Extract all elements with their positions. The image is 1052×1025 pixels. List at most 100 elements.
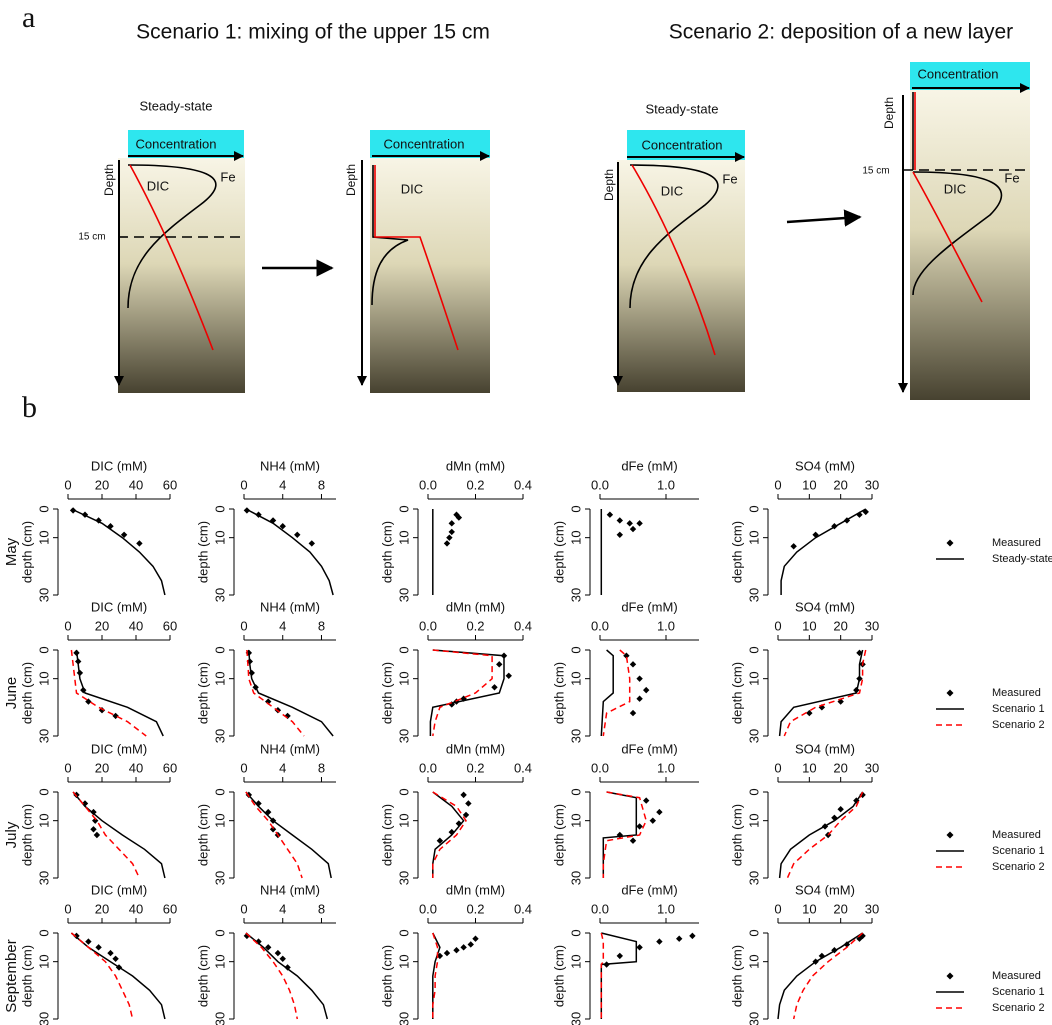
y-tick-label: 0 xyxy=(212,505,227,512)
x-axis-title: dFe (mM) xyxy=(621,882,677,897)
x-tick-label: 20 xyxy=(95,760,109,775)
x-tick-label: 0.0 xyxy=(419,477,437,492)
y-axis-title: depth (cm) xyxy=(195,804,210,866)
data-point xyxy=(446,534,452,540)
y-tick-label: 30 xyxy=(396,588,411,602)
data-point xyxy=(453,947,459,953)
y-tick-label: 10 xyxy=(568,671,583,685)
dic-label: DIC xyxy=(147,178,169,193)
y-axis-title: depth (cm) xyxy=(379,662,394,724)
y-tick-label: 30 xyxy=(568,729,583,743)
y-tick-label: 10 xyxy=(746,530,761,544)
x-axis-title: NH4 (mM) xyxy=(260,599,320,614)
x-axis-title: DIC (mM) xyxy=(91,599,147,614)
y-tick-label: 0 xyxy=(396,505,411,512)
y-tick-label: 30 xyxy=(746,729,761,743)
x-tick-label: 40 xyxy=(129,760,143,775)
data-point xyxy=(90,826,96,832)
x-tick-label: 40 xyxy=(129,477,143,492)
arrow xyxy=(787,217,860,222)
profile-box: Concentration Depth 15 cm DIC Fe xyxy=(862,62,1030,400)
x-tick-label: 20 xyxy=(833,477,847,492)
data-point xyxy=(275,950,281,956)
y-axis-title: depth (cm) xyxy=(729,521,744,583)
data-point xyxy=(627,520,633,526)
data-point xyxy=(460,944,466,950)
y-tick-label: 0 xyxy=(746,929,761,936)
profile-line xyxy=(246,933,297,1019)
legend-label: Scenario 2 xyxy=(992,719,1045,731)
y-tick-label: 30 xyxy=(746,588,761,602)
depth-label: Depth xyxy=(102,164,116,196)
x-tick-label: 0.2 xyxy=(466,618,484,633)
profile-line xyxy=(71,933,132,1019)
figure: a Scenario 1: mixing of the upper 15 cm … xyxy=(0,0,1052,1025)
x-tick-label: 0.4 xyxy=(514,618,532,633)
y-tick-label: 0 xyxy=(36,646,51,653)
data-point xyxy=(617,532,623,538)
x-tick-label: 60 xyxy=(163,477,177,492)
x-axis-title: dMn (mM) xyxy=(446,741,505,756)
y-tick-label: 30 xyxy=(568,588,583,602)
y-axis-title: depth (cm) xyxy=(19,945,34,1007)
caption: Steady-state xyxy=(140,98,213,113)
data-point xyxy=(491,684,497,690)
dic-label: DIC xyxy=(401,181,423,196)
x-tick-label: 0.2 xyxy=(466,477,484,492)
y-tick-label: 30 xyxy=(36,729,51,743)
row-label: September xyxy=(3,939,20,1012)
y-tick-label: 0 xyxy=(746,788,761,795)
depth-label: Depth xyxy=(344,164,358,196)
data-point xyxy=(449,520,455,526)
x-tick-label: 30 xyxy=(865,477,879,492)
data-point xyxy=(676,936,682,942)
panel-label: b xyxy=(22,391,37,424)
x-tick-label: 1.0 xyxy=(657,901,675,916)
profile-line xyxy=(71,650,146,736)
y-tick-label: 10 xyxy=(36,954,51,968)
y-tick-label: 0 xyxy=(36,505,51,512)
x-tick-label: 4 xyxy=(279,901,286,916)
x-tick-label: 0.4 xyxy=(514,901,532,916)
y-tick-label: 0 xyxy=(396,646,411,653)
y-axis-title: depth (cm) xyxy=(551,804,566,866)
y-axis-title: depth (cm) xyxy=(19,662,34,724)
x-axis-title: DIC (mM) xyxy=(91,882,147,897)
row-label: May xyxy=(3,537,20,566)
row-label: June xyxy=(3,677,20,710)
y-tick-label: 0 xyxy=(36,929,51,936)
y-tick-label: 0 xyxy=(212,646,227,653)
x-tick-label: 0 xyxy=(774,760,781,775)
x-axis-title: dMn (mM) xyxy=(446,458,505,473)
data-point xyxy=(468,941,474,947)
y-axis-title: depth (cm) xyxy=(551,662,566,724)
y-tick-label: 30 xyxy=(396,871,411,885)
x-tick-label: 30 xyxy=(865,901,879,916)
x-tick-label: 0 xyxy=(774,618,781,633)
x-tick-label: 4 xyxy=(279,760,286,775)
legend-symbol xyxy=(947,832,954,839)
x-tick-label: 30 xyxy=(865,760,879,775)
row-label: July xyxy=(3,821,20,848)
x-tick-label: 0 xyxy=(240,760,247,775)
data-point xyxy=(806,710,812,716)
x-axis-title: NH4 (mM) xyxy=(260,458,320,473)
x-axis-title: SO4 (mM) xyxy=(795,741,855,756)
y-tick-label: 10 xyxy=(212,671,227,685)
x-tick-label: 0 xyxy=(240,618,247,633)
y-tick-label: 30 xyxy=(568,1012,583,1025)
data-point xyxy=(630,526,636,532)
y-tick-label: 30 xyxy=(36,588,51,602)
y-tick-label: 30 xyxy=(212,729,227,743)
y-tick-label: 30 xyxy=(396,729,411,743)
data-point xyxy=(85,938,91,944)
x-tick-label: 10 xyxy=(802,901,816,916)
profile-line xyxy=(780,792,863,878)
profile-line xyxy=(601,933,603,1019)
concentration-label: Concentration xyxy=(384,136,465,151)
data-point xyxy=(630,838,636,844)
scenario-title: Scenario 1: mixing of the upper 15 cm xyxy=(136,21,490,44)
x-tick-label: 10 xyxy=(802,760,816,775)
data-point xyxy=(790,543,796,549)
x-axis-title: dFe (mM) xyxy=(621,741,677,756)
